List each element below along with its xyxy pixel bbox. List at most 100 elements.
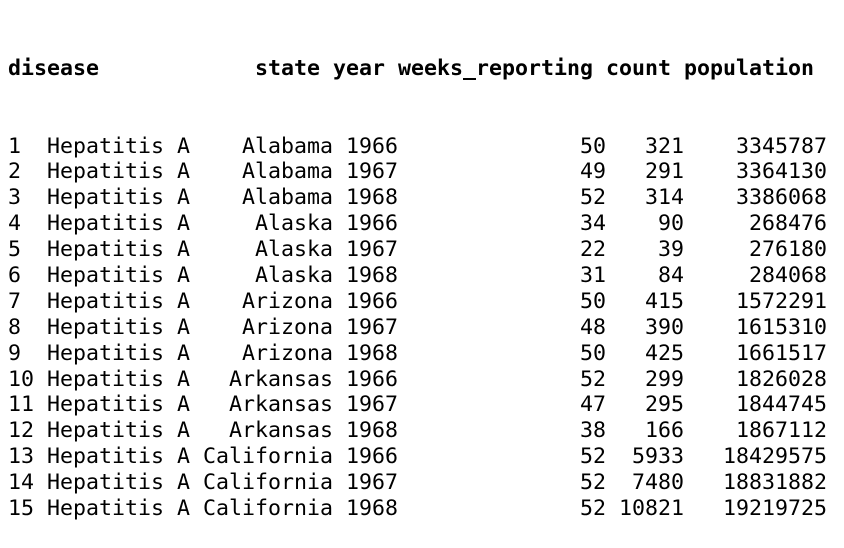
- cell-disease: Hepatitis A: [47, 159, 191, 185]
- cell-disease: Hepatitis A: [47, 418, 191, 444]
- cell-weeks-reporting: 50: [579, 288, 606, 314]
- cell-count: 390: [644, 314, 684, 340]
- cell-population: 1844745: [735, 392, 827, 418]
- cell-state: Alabama: [241, 185, 333, 211]
- table-row: 14 Hepatitis A California 1967 52 7480 1883188…: [8, 470, 827, 496]
- cell-weeks-reporting: 52: [579, 366, 606, 392]
- cell-count: 7480: [631, 470, 684, 496]
- cell-index: 13: [8, 444, 35, 470]
- table-row: 5 Hepatitis A Alaska 1967 22 39 276180: [8, 237, 827, 263]
- cell-state: Alaska: [254, 237, 333, 263]
- cell-year: 1966: [346, 366, 399, 392]
- table-row: 10 Hepatitis A Arkansas 1966 52 299 1826028: [8, 367, 827, 393]
- cell-population: 1826028: [735, 366, 827, 392]
- cell-disease: Hepatitis A: [47, 314, 191, 340]
- table-row: 13 Hepatitis A California 1966 52 5933 1842957…: [8, 444, 827, 470]
- console-output: disease state year weeks_reporting count popu…: [8, 4, 827, 548]
- cell-count: 299: [644, 366, 684, 392]
- table-row: 9 Hepatitis A Arizona 1968 50 425 1661517: [8, 341, 827, 367]
- cell-disease: Hepatitis A: [47, 211, 191, 237]
- column-header-year: year: [333, 55, 386, 81]
- cell-year: 1968: [346, 418, 399, 444]
- cell-year: 1968: [346, 495, 399, 521]
- cell-population: 3364130: [735, 159, 827, 185]
- table-body: 1 Hepatitis A Alabama 1966 50 321 3345787 2 Hepa…: [8, 134, 827, 522]
- cell-weeks-reporting: 52: [579, 185, 606, 211]
- cell-year: 1967: [346, 392, 399, 418]
- cell-year: 1968: [346, 185, 399, 211]
- cell-index: 9: [8, 340, 22, 366]
- cell-disease: Hepatitis A: [47, 288, 191, 314]
- table-row: 6 Hepatitis A Alaska 1968 31 84 284068: [8, 263, 827, 289]
- cell-population: 1867112: [735, 418, 827, 444]
- cell-population: 19219725: [722, 495, 827, 521]
- cell-index: 12: [8, 418, 35, 444]
- cell-index: 8: [8, 314, 22, 340]
- cell-weeks-reporting: 38: [579, 418, 606, 444]
- cell-index: 10: [8, 366, 35, 392]
- cell-weeks-reporting: 22: [579, 237, 606, 263]
- cell-index: 6: [8, 262, 22, 288]
- cell-state: Alaska: [254, 262, 333, 288]
- column-header-count: count: [606, 55, 672, 81]
- table-row: 12 Hepatitis A Arkansas 1968 38 166 1867112: [8, 418, 827, 444]
- cell-population: 276180: [748, 237, 827, 263]
- cell-weeks-reporting: 31: [579, 262, 606, 288]
- column-header-state: state: [254, 55, 320, 81]
- cell-index: 7: [8, 288, 22, 314]
- cell-state: California: [203, 470, 334, 496]
- cell-population: 18831882: [722, 470, 827, 496]
- cell-state: California: [203, 495, 334, 521]
- cell-population: 3386068: [735, 185, 827, 211]
- cell-state: Arkansas: [228, 418, 333, 444]
- cell-count: 39: [657, 237, 684, 263]
- cell-weeks-reporting: 49: [579, 159, 606, 185]
- cell-weeks-reporting: 50: [579, 133, 606, 159]
- table-row: 7 Hepatitis A Arizona 1966 50 415 1572291: [8, 289, 827, 315]
- cell-population: 1615310: [735, 314, 827, 340]
- cell-population: 1572291: [735, 288, 827, 314]
- cell-count: 291: [644, 159, 684, 185]
- cell-count: 425: [644, 340, 684, 366]
- cell-disease: Hepatitis A: [47, 237, 191, 263]
- cell-population: 268476: [748, 211, 827, 237]
- column-header-weeks-reporting: weeks_reporting: [398, 55, 594, 81]
- cell-population: 18429575: [722, 444, 827, 470]
- cell-weeks-reporting: 52: [579, 470, 606, 496]
- cell-count: 295: [644, 392, 684, 418]
- cell-index: 2: [8, 159, 22, 185]
- cell-state: Alabama: [241, 133, 333, 159]
- cell-state: Arizona: [241, 288, 333, 314]
- cell-count: 166: [644, 418, 684, 444]
- column-header-population: population: [684, 55, 815, 81]
- cell-population: 3345787: [735, 133, 827, 159]
- cell-index: 15: [8, 495, 35, 521]
- cell-disease: Hepatitis A: [47, 470, 191, 496]
- table-row: 1 Hepatitis A Alabama 1966 50 321 3345787: [8, 134, 827, 160]
- table-row: 3 Hepatitis A Alabama 1968 52 314 3386068: [8, 185, 827, 211]
- cell-state: Arizona: [241, 340, 333, 366]
- cell-count: 415: [644, 288, 684, 314]
- cell-weeks-reporting: 52: [579, 444, 606, 470]
- cell-year: 1968: [346, 340, 399, 366]
- cell-population: 1661517: [735, 340, 827, 366]
- cell-disease: Hepatitis A: [47, 340, 191, 366]
- cell-state: Alaska: [254, 211, 333, 237]
- cell-count: 314: [644, 185, 684, 211]
- cell-state: Arkansas: [228, 366, 333, 392]
- cell-weeks-reporting: 34: [579, 211, 606, 237]
- column-header-disease: disease: [8, 55, 100, 81]
- table-row: 8 Hepatitis A Arizona 1967 48 390 1615310: [8, 315, 827, 341]
- cell-count: 5933: [631, 444, 684, 470]
- cell-count: 90: [657, 211, 684, 237]
- cell-year: 1966: [346, 444, 399, 470]
- table-row: 15 Hepatitis A California 1968 52 10821 192197…: [8, 496, 827, 522]
- cell-state: Arkansas: [228, 392, 333, 418]
- table-header: disease state year weeks_reporting count popu…: [8, 56, 827, 82]
- cell-disease: Hepatitis A: [47, 392, 191, 418]
- cell-year: 1968: [346, 262, 399, 288]
- cell-population: 284068: [748, 262, 827, 288]
- cell-disease: Hepatitis A: [47, 185, 191, 211]
- cell-count: 84: [657, 262, 684, 288]
- cell-state: Arizona: [241, 314, 333, 340]
